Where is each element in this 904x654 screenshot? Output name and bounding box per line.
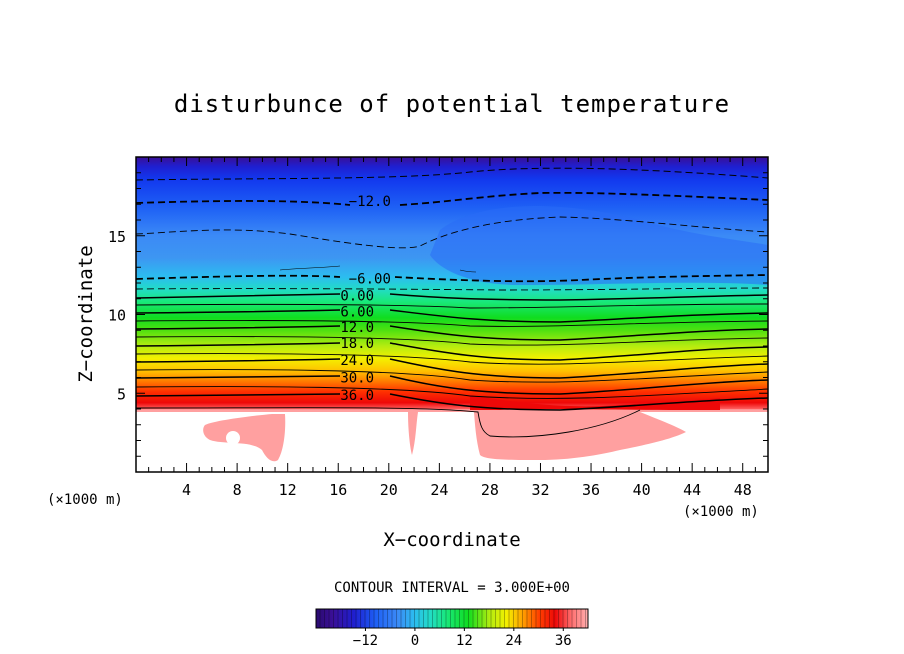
x-axis-unit: (×1000 m) xyxy=(683,504,759,520)
x-tick-label: 32 xyxy=(531,481,549,499)
pink-lower-region xyxy=(136,409,768,462)
colorbar-tick-label: 36 xyxy=(555,633,572,649)
y-tick-label: 15 xyxy=(108,228,126,246)
x-tick-label: 40 xyxy=(633,481,651,499)
contour-label: 0.00 xyxy=(340,289,374,305)
colorbar-tick-label: 12 xyxy=(456,633,473,649)
warm-anomaly-region xyxy=(470,395,720,412)
colorbar: −12 0 12 24 36 xyxy=(315,608,589,649)
negative-anomaly-region xyxy=(430,206,768,285)
contour-interval-label: CONTOUR INTERVAL = 3.000E+00 xyxy=(334,580,570,596)
x-tick-label: 36 xyxy=(582,481,600,499)
positive-contours xyxy=(136,265,768,438)
colorbar-tick-label: −12 xyxy=(353,633,378,649)
contour-label: −12.0 xyxy=(349,194,391,210)
contour-label: −6.00 xyxy=(349,271,391,287)
contour-label: 18.0 xyxy=(340,336,374,352)
x-tick-label: 4 xyxy=(182,481,191,499)
colorbar-tick-label: 0 xyxy=(411,633,419,649)
x-tick-label: 44 xyxy=(683,481,701,499)
x-axis: 4 8 12 16 20 24 28 32 36 40 44 48 xyxy=(148,157,756,499)
colorbar-tick-label: 24 xyxy=(505,633,522,649)
y-tick-label: 5 xyxy=(117,385,126,403)
y-axis-unit: (×1000 m) xyxy=(47,492,123,508)
y-axis: 5 10 15 xyxy=(108,172,768,457)
colorbar-ticks: −12 0 12 24 36 xyxy=(353,628,572,649)
colorbar-stripes xyxy=(316,609,588,628)
contour-label: 6.00 xyxy=(340,304,374,320)
x-tick-label: 16 xyxy=(329,481,347,499)
contour-label: 36.0 xyxy=(340,388,374,404)
white-hole xyxy=(226,431,240,445)
chart-title: disturbunce of potential temperature xyxy=(174,90,730,118)
contour-label: 24.0 xyxy=(340,353,374,369)
colorbar-frame xyxy=(315,608,589,629)
y-axis-title: Z−coordinate xyxy=(75,245,97,382)
x-tick-label: 20 xyxy=(380,481,398,499)
contour-label: 12.0 xyxy=(340,320,374,336)
x-tick-label: 8 xyxy=(233,481,242,499)
y-tick-label: 10 xyxy=(108,307,126,325)
plot-area xyxy=(136,157,768,472)
x-tick-label: 28 xyxy=(481,481,499,499)
x-tick-label: 24 xyxy=(430,481,448,499)
x-tick-label: 12 xyxy=(279,481,297,499)
x-tick-label: 48 xyxy=(734,481,752,499)
contour-label: 30.0 xyxy=(340,371,374,387)
x-axis-title: X−coordinate xyxy=(383,529,520,551)
negative-contours xyxy=(136,167,768,291)
